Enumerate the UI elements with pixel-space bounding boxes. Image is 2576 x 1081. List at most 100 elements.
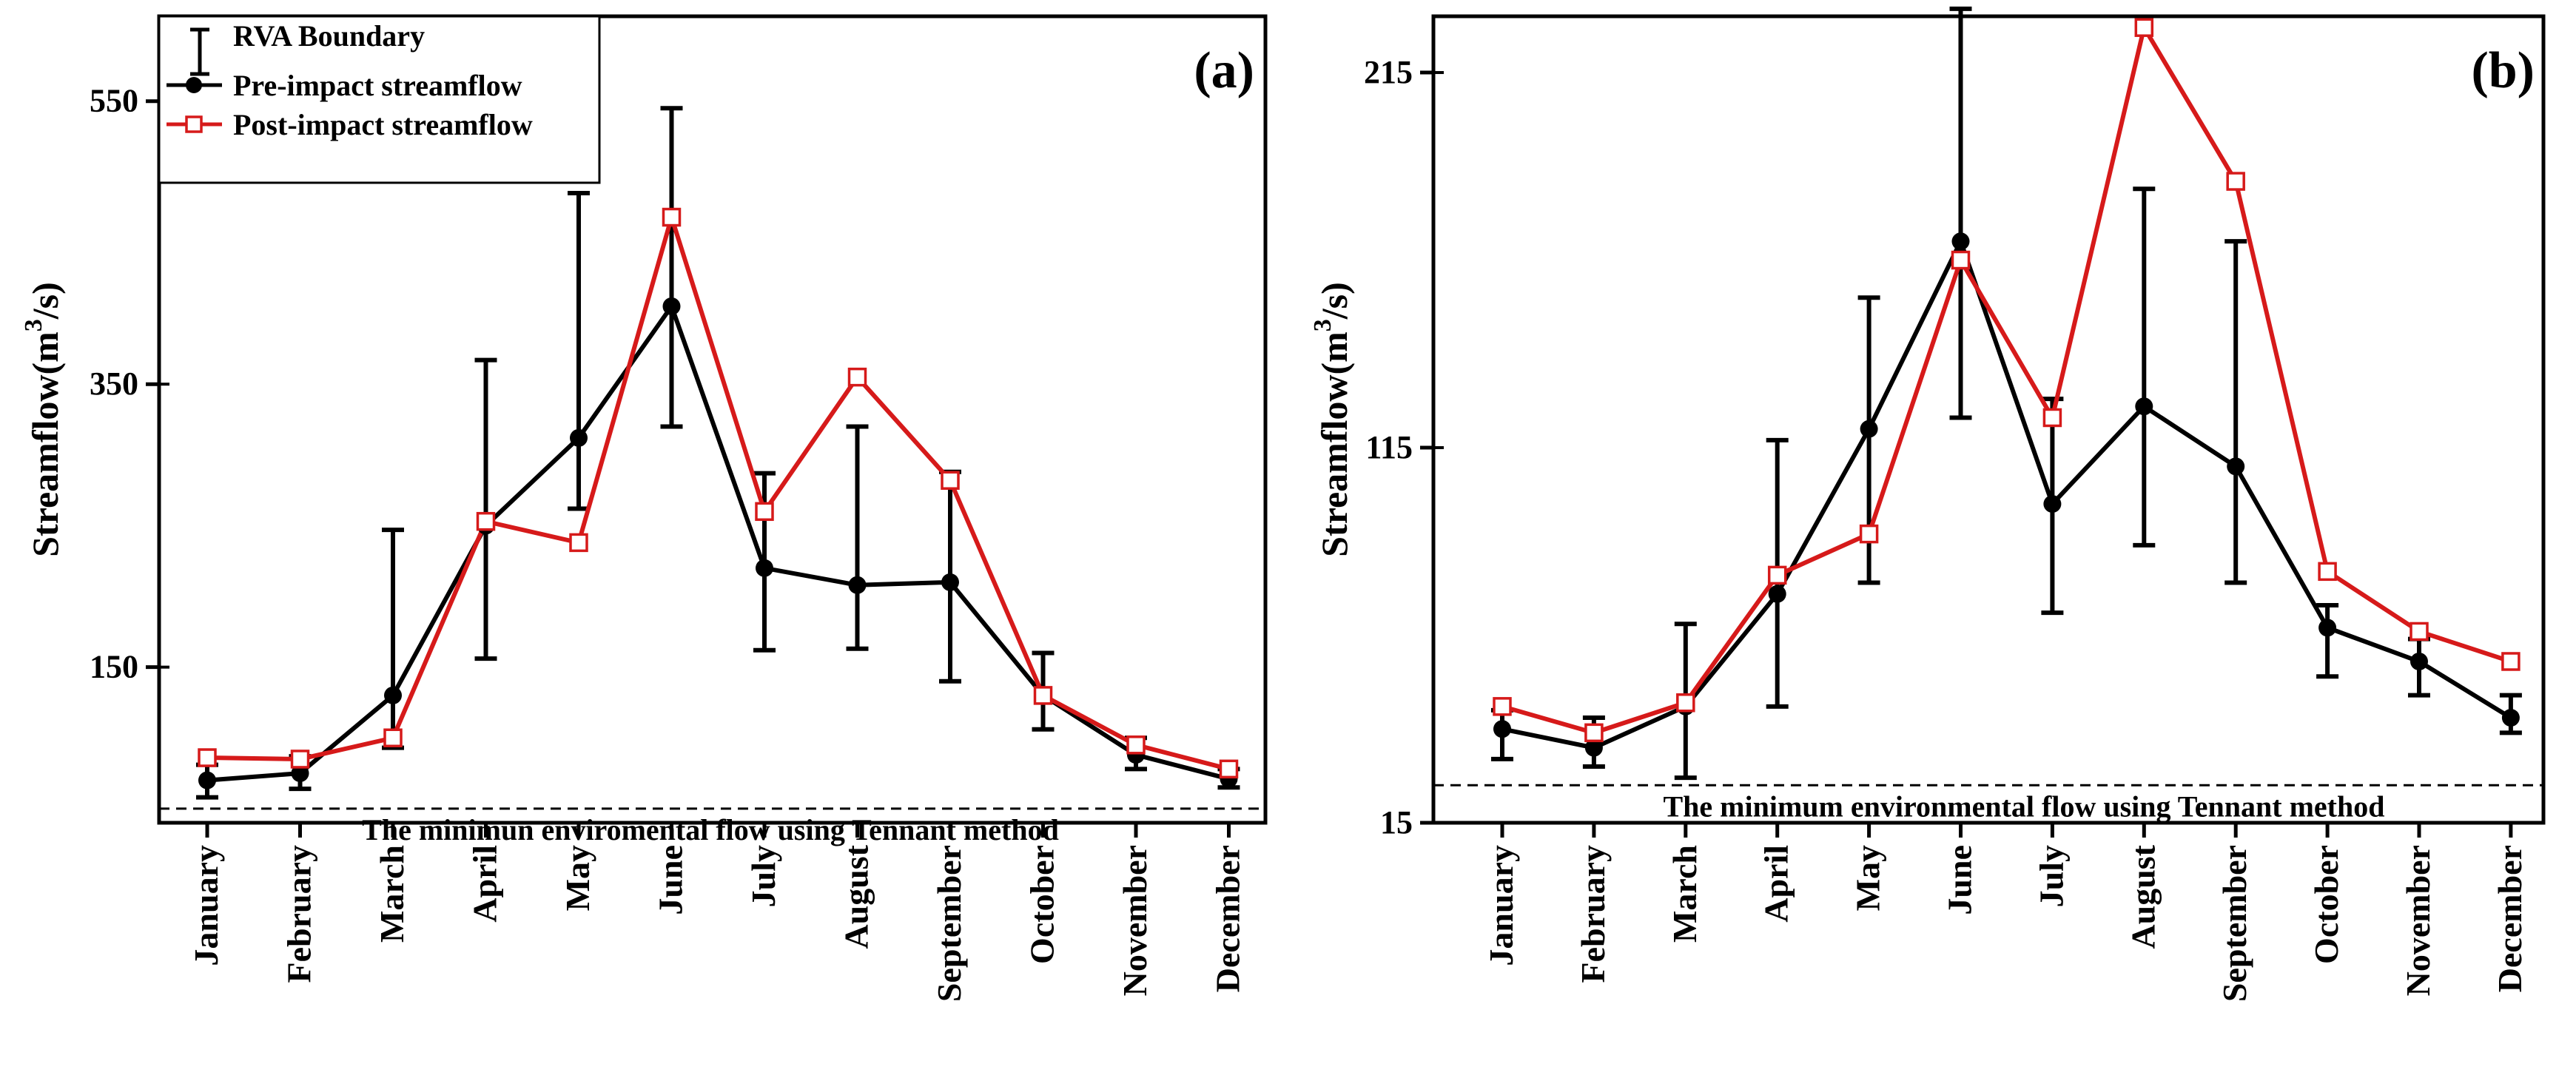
pre-impact-point-november xyxy=(2410,653,2428,670)
y-axis-label: Streamflow(m3/s) xyxy=(20,282,66,557)
x-tick-label-july: July xyxy=(744,845,782,907)
pre-impact-point-may xyxy=(1860,420,1878,438)
x-tick-label-march: March xyxy=(1666,845,1704,943)
panel-label: (a) xyxy=(1194,42,1254,99)
post-impact-point-october xyxy=(1033,686,1053,705)
post-impact-point-june xyxy=(1951,250,1971,270)
x-tick-label-october: October xyxy=(1023,845,1061,964)
x-tick-label-december: December xyxy=(1209,845,1247,992)
legend-marker-pre-impact xyxy=(186,77,202,93)
pre-impact-point-december xyxy=(2501,709,2520,727)
x-tick-label-june: June xyxy=(652,845,690,915)
y-axis-label-main: Streamflow(m xyxy=(24,331,66,557)
post-impact-point-april xyxy=(1767,565,1787,585)
plot-frame xyxy=(1431,14,2546,825)
chart-panel-b: 15 115 215 Streamflow(m3/s) January February M… xyxy=(1309,6,2546,1002)
pre-impact-point-april xyxy=(1768,585,1786,603)
pre-impact-point-march xyxy=(384,686,402,704)
x-tick-label-october: October xyxy=(2307,845,2345,964)
post-impact-point-march xyxy=(383,728,403,748)
post-impact-point-april xyxy=(476,511,496,531)
post-impact-point-october xyxy=(2318,562,2337,582)
pre-impact-point-june xyxy=(662,297,681,316)
pre-impact-point-january xyxy=(198,771,216,789)
y-tick-label: 15 xyxy=(1380,804,1413,841)
x-tick-label-december: December xyxy=(2491,845,2529,992)
post-impact-point-july xyxy=(755,502,774,522)
x-tick-label-february: February xyxy=(280,845,318,983)
post-impact-point-november xyxy=(2409,622,2429,641)
series-line-pre-impact xyxy=(206,301,1230,783)
x-tick-label-january: January xyxy=(187,845,225,966)
legend-label-pre-impact: Pre-impact streamflow xyxy=(233,69,522,102)
y-tick-label: 115 xyxy=(1365,429,1413,465)
post-impact-point-december xyxy=(2501,652,2520,671)
pre-impact-point-january xyxy=(1493,720,1511,738)
x-tick-label-august: August xyxy=(838,844,875,949)
legend-box xyxy=(158,15,601,184)
x-tick-label-november: November xyxy=(2399,845,2437,996)
pre-impact-point-february xyxy=(291,764,309,783)
legend-label-post-impact: Post-impact streamflow xyxy=(233,108,533,141)
post-impact-point-february xyxy=(290,750,310,769)
post-impact-point-march xyxy=(1676,693,1695,713)
post-impact-point-september xyxy=(941,471,960,490)
pre-impact-point-august xyxy=(848,576,867,594)
series-line-pre-impact xyxy=(1501,235,2512,750)
plot-frame xyxy=(157,14,1268,825)
x-tick-label-november: November xyxy=(1116,845,1154,996)
post-impact-point-february xyxy=(1584,723,1604,743)
pre-impact-point-july xyxy=(756,559,773,577)
post-impact-point-august xyxy=(2134,18,2154,37)
post-impact-point-november xyxy=(1126,735,1146,755)
x-tick-label-may: May xyxy=(559,845,596,911)
y-axis-label-superscript: 3 xyxy=(20,319,47,331)
y-tick-label: 350 xyxy=(90,366,138,402)
post-impact-point-july xyxy=(2042,408,2062,428)
y-axis-label-main: Streamflow(m xyxy=(1314,331,1355,557)
chart-panel-a: 150 350 550 Streamflow(m3/s) January February… xyxy=(20,14,1268,1002)
y-axis-label: Streamflow(m3/s) xyxy=(1309,282,1355,557)
x-tick-label-june: June xyxy=(1941,845,1979,915)
post-impact-point-january xyxy=(1493,697,1512,716)
threshold-label: The minimun enviromental flow using Tenn… xyxy=(362,813,1059,846)
pre-impact-point-august xyxy=(2135,397,2153,416)
pre-impact-point-october xyxy=(2318,619,2337,637)
post-impact-point-september xyxy=(2226,172,2245,191)
legend-marker-post-impact xyxy=(185,115,203,133)
pre-impact-point-september xyxy=(941,573,959,591)
x-tick-label-september: September xyxy=(930,845,968,1002)
threshold-label: The minimum environmental flow using Ten… xyxy=(1664,789,2385,823)
pre-impact-point-july xyxy=(2043,495,2062,513)
post-impact-point-may xyxy=(1859,524,1879,544)
pre-impact-point-september xyxy=(2227,457,2245,476)
x-tick-label-august: August xyxy=(2124,844,2162,949)
y-axis-label-superscript: 3 xyxy=(1309,319,1336,331)
pre-impact-point-february xyxy=(1584,738,1603,757)
post-impact-point-august xyxy=(847,367,867,387)
y-axis-label-tail: /s) xyxy=(1314,282,1355,320)
y-axis-label-tail: /s) xyxy=(24,282,66,320)
legend-label-rva-boundary: RVA Boundary xyxy=(233,19,425,53)
x-tick-label-february: February xyxy=(1574,845,1612,983)
x-tick-label-april: April xyxy=(466,845,504,923)
y-tick-label: 215 xyxy=(1364,54,1413,90)
x-tick-label-april: April xyxy=(1758,845,1795,923)
series-line-post-impact xyxy=(206,209,1230,772)
panel-label: (b) xyxy=(2471,42,2535,99)
x-tick-label-september: September xyxy=(2216,845,2253,1002)
pre-impact-point-june xyxy=(1951,232,1970,251)
post-impact-point-june xyxy=(662,207,682,227)
series-line-post-impact xyxy=(1501,21,2512,735)
y-tick-label: 550 xyxy=(90,83,138,119)
y-tick-label: 150 xyxy=(90,649,138,685)
post-impact-point-january xyxy=(198,748,217,767)
x-tick-label-may: May xyxy=(1849,845,1887,911)
x-tick-label-january: January xyxy=(1482,845,1520,966)
post-impact-point-december xyxy=(1219,759,1239,779)
pre-impact-point-may xyxy=(570,428,588,447)
x-tick-label-march: March xyxy=(373,845,411,943)
x-tick-label-july: July xyxy=(2032,845,2070,907)
post-impact-point-may xyxy=(569,533,588,553)
